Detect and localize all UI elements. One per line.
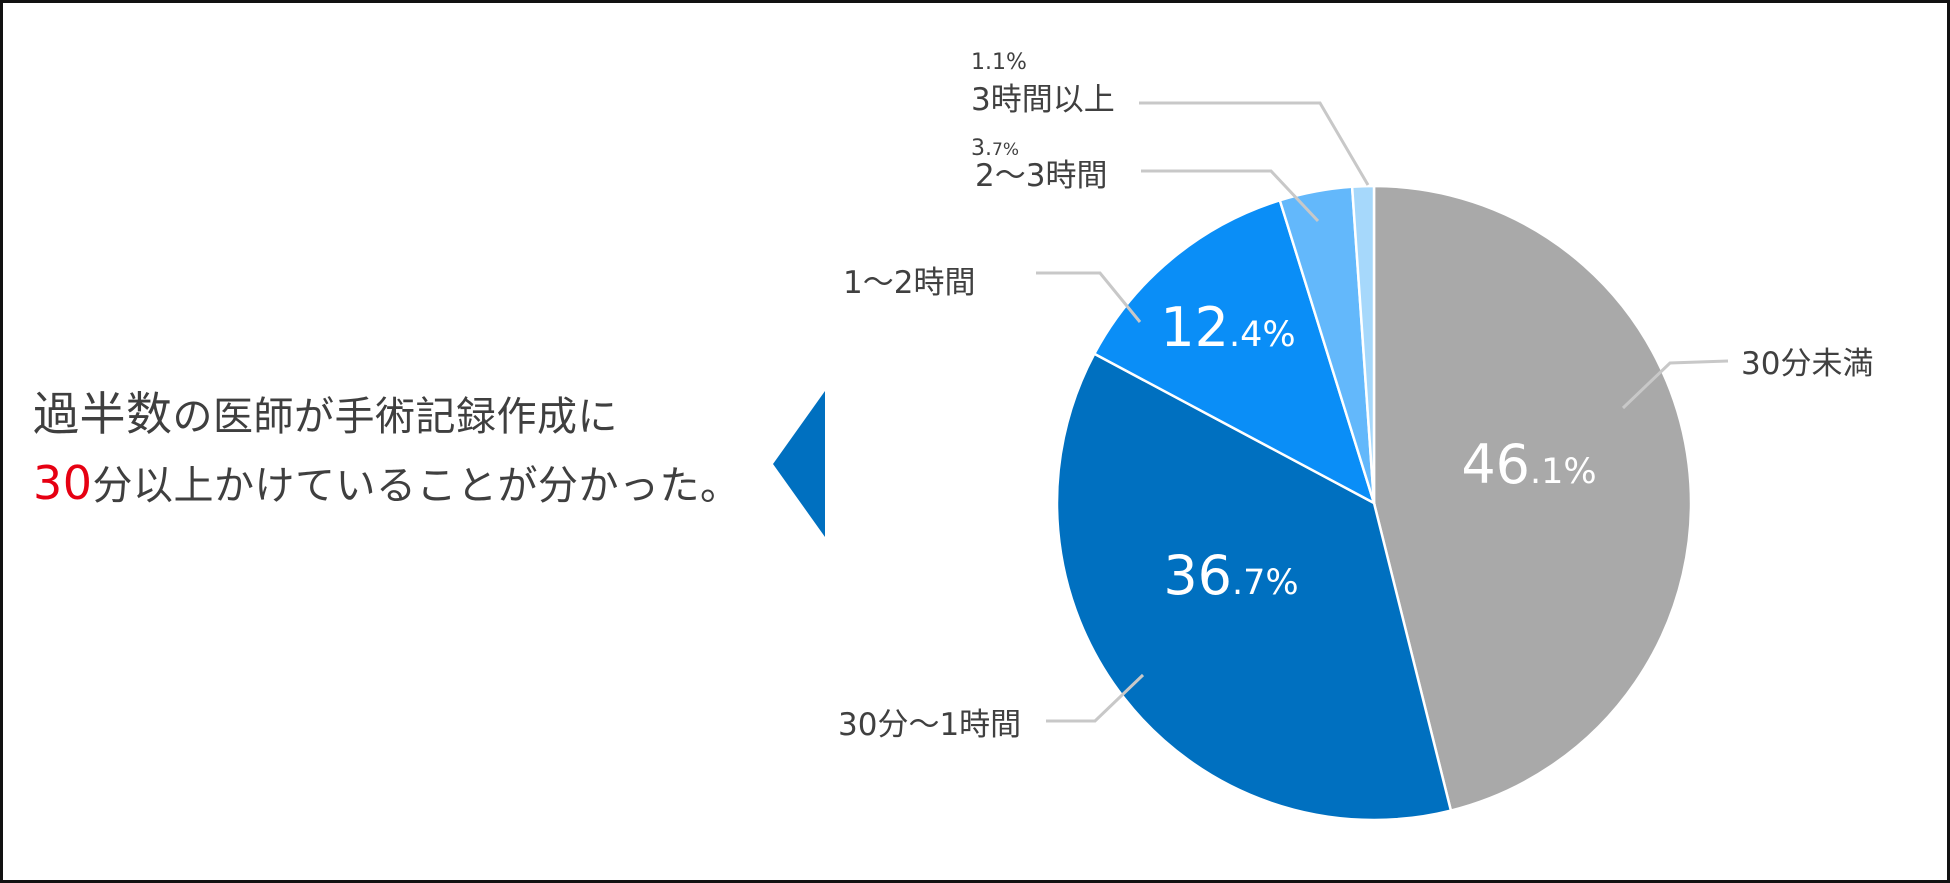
leader-line-4 (1139, 101, 1370, 186)
headline-line-1-rest: の医師が手術記録作成に (172, 394, 618, 440)
pointer-arrow-icon (773, 391, 825, 537)
leader-line-1 (1046, 673, 1145, 723)
category-label-over-3h: 3時間以上 (971, 82, 1115, 118)
headline-line-2-rest: 分以上かけていることが分かった。 (92, 463, 741, 509)
leader-lines (1036, 101, 1729, 723)
pie-chart: 46.1% 36.7% 12.4% 30分未満 30分〜1時間 1〜2時間 2〜… (838, 50, 1873, 822)
value-label-30min-1h: 36.7% (1163, 544, 1298, 607)
value-label-under-30min: 46.1% (1461, 433, 1596, 496)
category-label-30min-1h: 30分〜1時間 (838, 707, 1021, 743)
pie-slices (1055, 184, 1693, 822)
headline-emphasis: 過半数 (33, 387, 173, 441)
category-label-1h-2h: 1〜2時間 (843, 265, 975, 301)
value-label-2h-3h: 3.7% (971, 136, 1019, 161)
value-label-1h-2h: 12.4% (1160, 296, 1295, 359)
headline-highlight-number: 30 (33, 456, 93, 510)
pie-slice-0 (1372, 184, 1693, 813)
pie-slice-2 (1092, 198, 1377, 506)
value-label-over-3h: 1.1% (971, 50, 1027, 75)
pie-slice-4 (1350, 184, 1376, 504)
category-label-2h-3h: 2〜3時間 (975, 158, 1107, 194)
pie-slice-1 (1055, 352, 1453, 822)
headline-line-2: 30分以上かけていることが分かった。 (33, 450, 753, 519)
leader-line-3 (1141, 169, 1320, 223)
leader-line-2 (1036, 271, 1142, 323)
headline-text: 過半数の医師が手術記録作成に 30分以上かけていることが分かった。 (33, 381, 753, 519)
category-label-under-30min: 30分未満 (1741, 346, 1873, 382)
headline-line-1: 過半数の医師が手術記録作成に (33, 381, 753, 450)
leader-line-0 (1621, 359, 1729, 410)
